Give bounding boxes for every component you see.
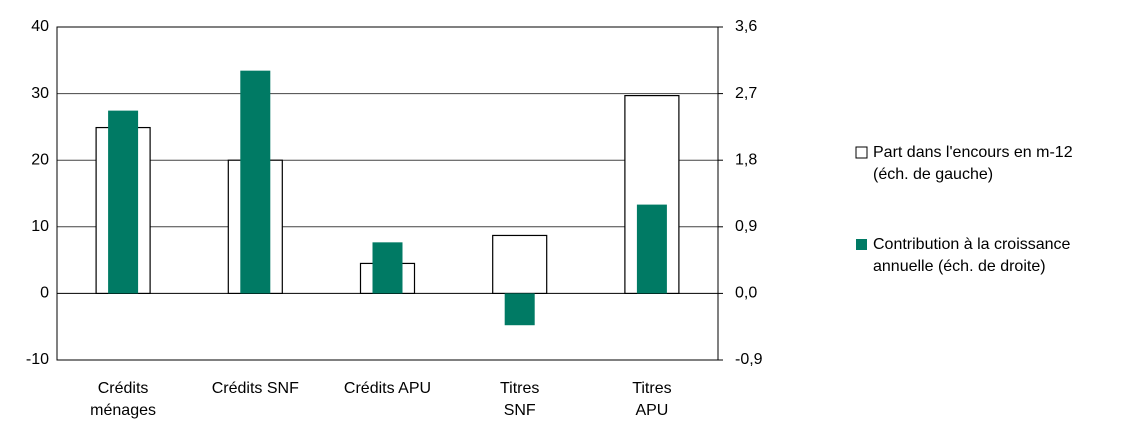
y2-tick-label: 3,6 — [735, 18, 757, 35]
bar — [636, 204, 667, 294]
legend-label: Contribution à la croissance annuelle (éc… — [873, 236, 1071, 275]
bar — [372, 242, 403, 294]
legend-swatch — [855, 146, 868, 159]
y2-tick-label: 1,8 — [735, 151, 757, 168]
y2-tick-label: 2,7 — [735, 85, 757, 102]
legend-label: Part dans l'encours en m-12 (éch. de gauc… — [873, 144, 1073, 183]
y-tick-label: 30 — [31, 85, 49, 102]
y-tick-label: 10 — [31, 218, 49, 235]
y2-tick-label: -0,9 — [735, 351, 763, 368]
y-tick-label: 20 — [31, 151, 49, 168]
x-tick-label: Crédits SNF — [212, 380, 299, 397]
y2-tick-label: 0,9 — [735, 218, 757, 235]
plot-frame — [56, 26, 719, 361]
bar — [504, 293, 535, 326]
x-tick-label: Crédits ménages — [90, 380, 156, 419]
x-tick-label: Titres APU — [632, 380, 671, 419]
x-tick-label: Crédits APU — [344, 380, 431, 397]
y2-tick-label: 0,0 — [735, 285, 757, 302]
y-tick-label: -10 — [26, 351, 49, 368]
bar — [240, 70, 271, 294]
y-tick-label: 0 — [40, 285, 49, 302]
bar — [492, 234, 548, 294]
x-tick-label: Titres SNF — [500, 380, 539, 419]
legend-swatch — [856, 239, 867, 250]
bar — [108, 110, 139, 294]
y-tick-label: 40 — [31, 18, 49, 35]
